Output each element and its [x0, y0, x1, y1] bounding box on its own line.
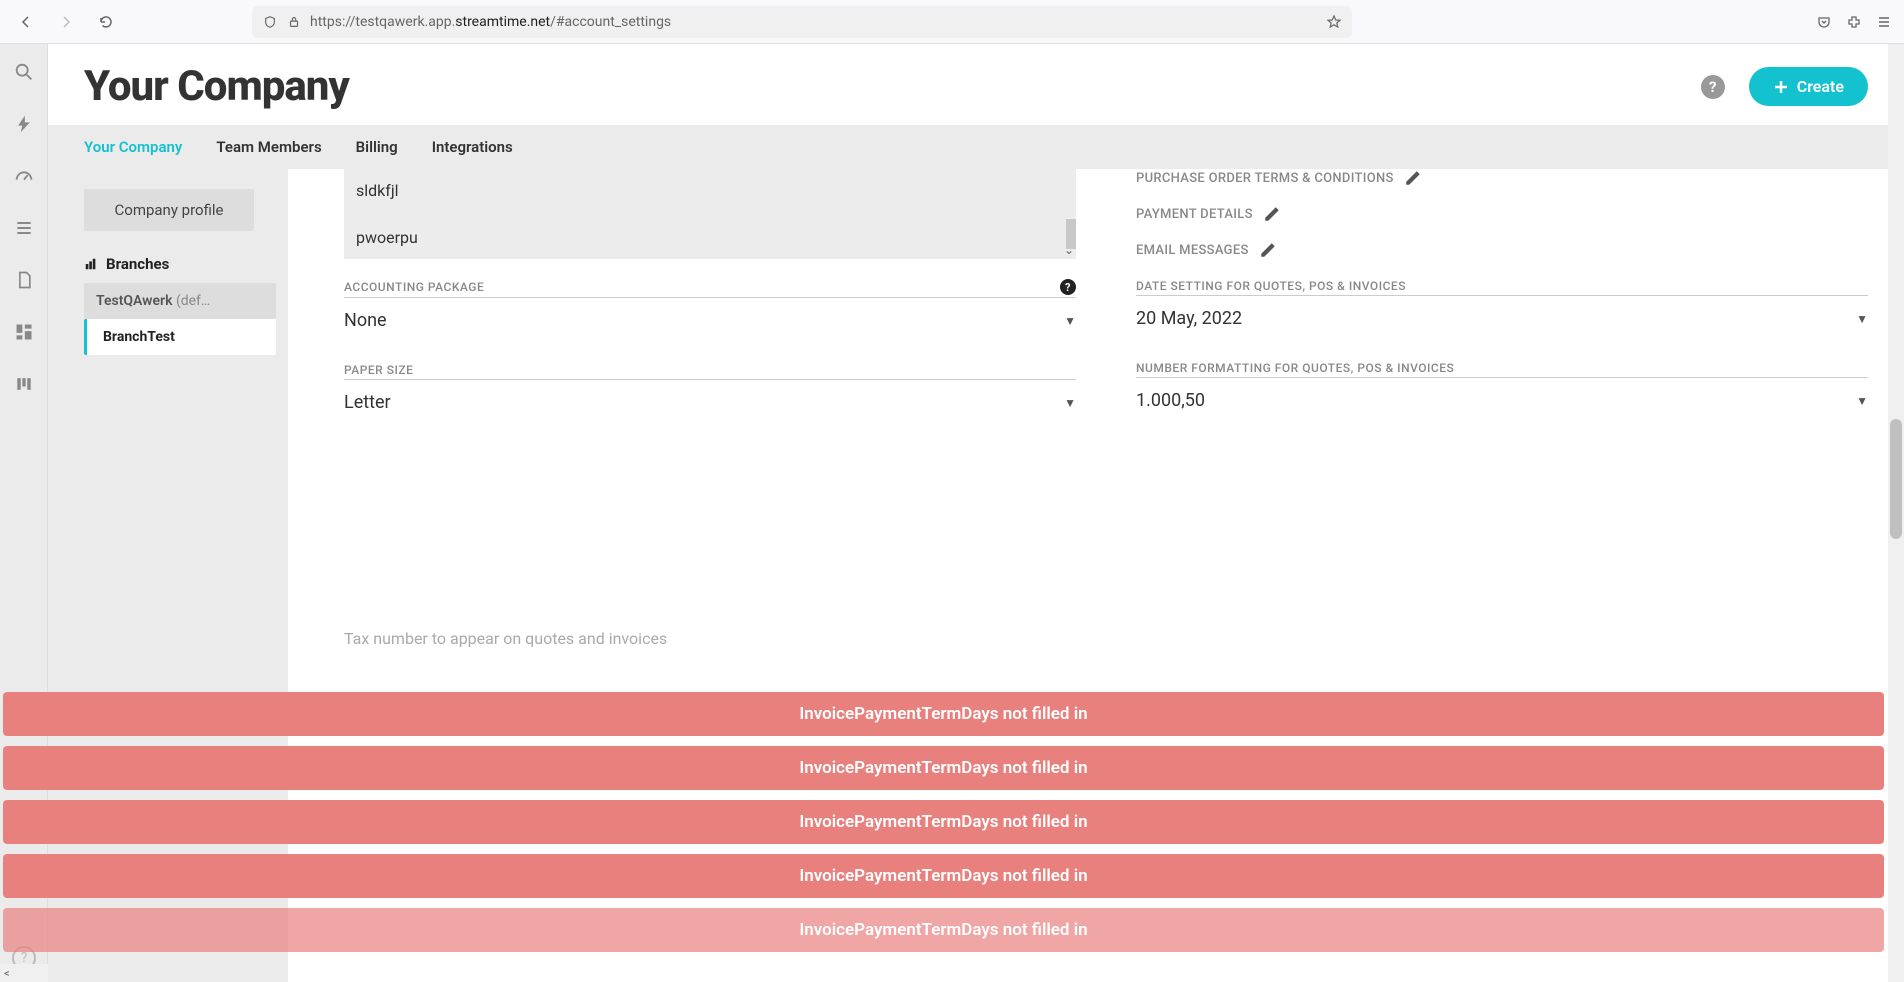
side-panel: Company profile Branches TestQAwerk (def… — [48, 169, 288, 982]
lock-icon — [286, 14, 302, 30]
pencil-icon — [1404, 169, 1422, 187]
star-icon[interactable] — [1326, 14, 1342, 30]
url-bar[interactable]: https://testqawerk.app.streamtime.net/#a… — [252, 6, 1352, 38]
branches-header: Branches — [84, 255, 276, 273]
icon-rail — [0, 44, 48, 982]
create-button[interactable]: Create — [1749, 67, 1868, 106]
tax-hint: Tax number to appear on quotes and invoi… — [344, 629, 1868, 648]
payment-details-row[interactable]: PAYMENT DETAILS — [1136, 205, 1868, 223]
address-textarea[interactable]: sldkfjl pwoerpu ⌄ — [344, 169, 1076, 259]
branches-icon — [84, 257, 98, 271]
pocket-icon[interactable] — [1816, 14, 1832, 30]
document-icon[interactable] — [12, 268, 36, 292]
columns-icon[interactable] — [12, 372, 36, 396]
paper-select[interactable]: Letter ▼ — [344, 384, 1076, 419]
reload-button[interactable] — [92, 8, 120, 36]
tab-billing[interactable]: Billing — [356, 138, 398, 156]
form-area: sldkfjl pwoerpu ⌄ PURCHASE ORDER TERMS &… — [288, 169, 1904, 982]
help-icon[interactable]: ? — [1701, 75, 1725, 99]
company-profile-button[interactable]: Company profile — [84, 189, 254, 231]
vertical-scrollbar[interactable] — [1888, 44, 1904, 982]
date-field: DATE SETTING FOR QUOTES, POS & INVOICES … — [1136, 279, 1868, 335]
back-button[interactable] — [12, 8, 40, 36]
page-title: Your Company — [84, 62, 349, 111]
page-header: Your Company ? Create — [48, 44, 1904, 125]
tab-team[interactable]: Team Members — [216, 138, 321, 156]
date-select[interactable]: 20 May, 2022 ▼ — [1136, 300, 1868, 335]
caret-down-icon: ▼ — [1856, 312, 1868, 326]
pencil-icon — [1263, 205, 1281, 223]
search-icon[interactable] — [12, 60, 36, 84]
number-format-field: NUMBER FORMATTING FOR QUOTES, POS & INVO… — [1136, 361, 1868, 417]
horizontal-scrollbar[interactable]: < — [0, 964, 48, 982]
url-text: https://testqawerk.app.streamtime.net/#a… — [310, 14, 1318, 30]
gauge-icon[interactable] — [12, 164, 36, 188]
info-icon[interactable]: ? — [1060, 279, 1076, 295]
tabs: Your Company Team Members Billing Integr… — [48, 125, 1904, 169]
menu-icon[interactable] — [1876, 14, 1892, 30]
browser-toolbar: https://testqawerk.app.streamtime.net/#a… — [0, 0, 1904, 44]
branch-item-default[interactable]: TestQAwerk (def… — [84, 283, 276, 319]
po-terms-row[interactable]: PURCHASE ORDER TERMS & CONDITIONS — [1136, 169, 1868, 187]
bolt-icon[interactable] — [12, 112, 36, 136]
caret-down-icon: ▼ — [1856, 394, 1868, 408]
paper-field: PAPER SIZE Letter ▼ — [344, 363, 1076, 419]
tab-integrations[interactable]: Integrations — [432, 138, 513, 156]
caret-down-icon: ▼ — [1064, 396, 1076, 410]
caret-down-icon: ▼ — [1064, 314, 1076, 328]
pencil-icon — [1259, 241, 1277, 259]
branch-item-active[interactable]: BranchTest — [84, 319, 276, 355]
accounting-field: ACCOUNTING PACKAGE ? None ▼ — [344, 279, 1076, 337]
list-icon[interactable] — [12, 216, 36, 240]
tab-company[interactable]: Your Company — [84, 138, 182, 156]
accounting-select[interactable]: None ▼ — [344, 302, 1076, 337]
create-label: Create — [1797, 77, 1844, 96]
forward-button[interactable] — [52, 8, 80, 36]
number-format-select[interactable]: 1.000,50 ▼ — [1136, 382, 1868, 417]
chevron-down-icon[interactable]: ⌄ — [1064, 243, 1074, 257]
extensions-icon[interactable] — [1846, 14, 1862, 30]
email-messages-row[interactable]: EMAIL MESSAGES — [1136, 241, 1868, 259]
grid-icon[interactable] — [12, 320, 36, 344]
shield-icon — [262, 14, 278, 30]
